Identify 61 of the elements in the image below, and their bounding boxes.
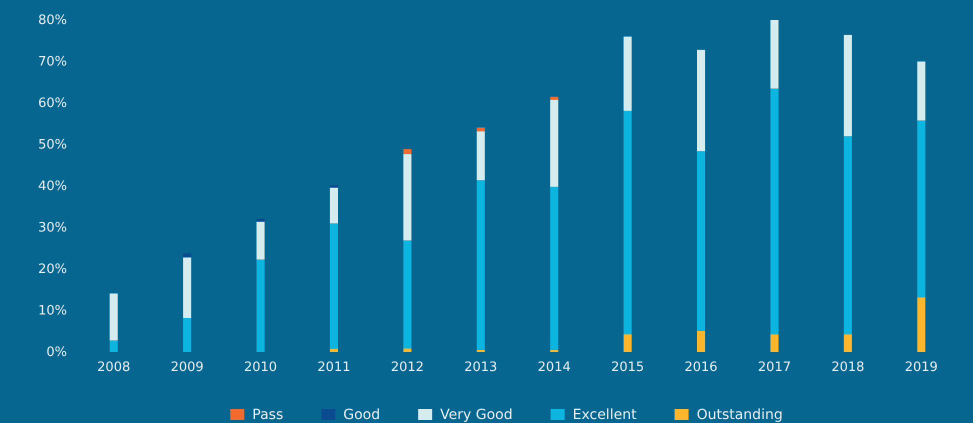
bar: [476, 180, 485, 350]
y-tick-label: 30%: [38, 220, 67, 236]
bar: [110, 293, 118, 340]
bar: [183, 253, 192, 258]
y-tick-label: 20%: [38, 262, 67, 278]
bar: [917, 120, 926, 298]
bar: [256, 259, 265, 352]
legend-label: Pass: [252, 407, 284, 423]
bar: [476, 131, 485, 180]
x-tick-label: 2015: [611, 360, 644, 376]
x-tick-label: 2012: [390, 360, 424, 376]
y-tick-label: 60%: [38, 96, 67, 112]
bar: [844, 334, 852, 352]
x-tick-label: 2008: [97, 360, 130, 376]
bar: [330, 223, 338, 349]
y-tick-label: 70%: [38, 54, 67, 70]
bar: [770, 88, 778, 334]
bar: [403, 154, 412, 240]
bar: [917, 62, 926, 120]
y-tick-label: 10%: [38, 304, 67, 319]
bar: [844, 34, 852, 136]
bar: [403, 348, 412, 352]
bar: [770, 20, 778, 88]
bar: [917, 297, 926, 352]
bar: [697, 50, 706, 152]
legend-label: Very Good: [440, 407, 513, 423]
x-tick-label: 2014: [538, 360, 571, 376]
bar: [256, 222, 265, 260]
legend-label: Excellent: [572, 407, 638, 423]
bar: [550, 100, 558, 187]
x-tick-label: 2011: [317, 360, 351, 376]
x-tick-label: 2017: [758, 360, 792, 376]
bar: [697, 330, 706, 352]
bar: [550, 186, 558, 350]
bar: [624, 334, 632, 352]
bar: [844, 136, 852, 334]
bar: [183, 318, 192, 352]
bar: [183, 257, 192, 318]
legend-label: Outstanding: [696, 407, 783, 423]
bar: [403, 149, 412, 154]
y-tick-label: 40%: [38, 179, 67, 194]
bar: [403, 240, 412, 348]
bar: [697, 151, 706, 331]
y-tick-label: 0%: [46, 345, 67, 360]
bar: [330, 185, 338, 188]
y-tick-label: 50%: [38, 138, 67, 153]
bar: [110, 340, 118, 352]
x-tick-label: 2009: [170, 360, 204, 376]
bar: [330, 348, 338, 352]
bar: [624, 110, 632, 334]
x-tick-label: 2019: [904, 360, 938, 376]
y-tick-label: 80%: [38, 13, 67, 28]
legend-label: Good: [343, 407, 380, 423]
bar: [476, 127, 485, 132]
x-tick-label: 2016: [684, 360, 718, 376]
x-tick-label: 2018: [831, 360, 864, 376]
x-tick-label: 2010: [244, 360, 278, 376]
bar: [770, 334, 778, 352]
bar: [624, 36, 632, 111]
x-tick-label: 2013: [464, 360, 498, 376]
bar: [330, 188, 338, 224]
